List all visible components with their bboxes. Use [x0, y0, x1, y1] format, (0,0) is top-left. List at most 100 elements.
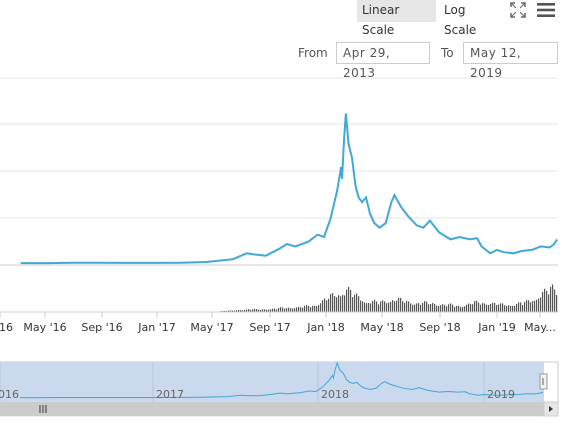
volume-bar	[228, 310, 230, 312]
volume-bar	[330, 294, 332, 312]
navigator-handle-right[interactable]	[539, 373, 548, 390]
volume-bar	[254, 308, 256, 312]
scrollbar-right-arrow-button[interactable]	[543, 401, 559, 417]
volume-bar	[340, 296, 342, 312]
volume-bar	[506, 305, 508, 312]
volume-bar	[364, 302, 366, 312]
volume-bar	[390, 301, 392, 312]
scrollbar[interactable]	[0, 401, 559, 417]
volume-bar	[298, 306, 300, 312]
volume-bar	[524, 302, 526, 312]
volume-bar	[226, 310, 228, 312]
price-line	[20, 113, 558, 265]
volume-bar	[510, 306, 512, 312]
scrollbar-track[interactable]	[0, 401, 559, 417]
volume-bar	[296, 307, 298, 312]
volume-bar	[290, 308, 292, 312]
volume-bar	[550, 286, 552, 312]
volume-bar	[516, 304, 518, 312]
volume-bar	[302, 307, 304, 312]
volume-bar	[404, 302, 406, 312]
volume-bar	[398, 298, 400, 312]
volume-bar	[396, 300, 398, 312]
log-scale-button[interactable]: Log Scale	[444, 3, 477, 37]
volume-bar	[512, 305, 514, 312]
volume-bar	[462, 307, 464, 312]
volume-bar	[252, 309, 254, 312]
volume-bar	[278, 308, 280, 312]
volume-bar	[352, 297, 354, 312]
volume-bar	[234, 310, 236, 312]
volume-bar	[362, 301, 364, 312]
volume-bar	[308, 305, 310, 312]
navigator-tick-label: 2018	[321, 388, 349, 401]
volume-bar	[222, 311, 224, 312]
volume-bar	[504, 305, 506, 312]
volume-bar	[446, 306, 448, 312]
volume-bar	[322, 300, 324, 312]
volume-bar	[518, 302, 520, 312]
volume-bar	[392, 300, 394, 312]
volume-bar	[458, 305, 460, 312]
volume-bar	[394, 301, 396, 312]
x-tick-label: Jan '18	[306, 321, 344, 334]
volume-bar	[294, 308, 296, 312]
volume-bar	[268, 309, 270, 312]
volume-bar	[536, 299, 538, 312]
x-tick-label: '16	[0, 321, 13, 334]
navigator-selected-range[interactable]	[0, 362, 544, 402]
volume-bar	[464, 306, 466, 312]
volume-bar	[306, 305, 308, 312]
volume-bar	[356, 293, 358, 312]
volume-bar	[508, 305, 510, 312]
to-date-input[interactable]: May 12, 2019	[463, 42, 558, 80]
volume-bar	[460, 306, 462, 312]
volume-bars	[220, 284, 558, 312]
volume-bar	[334, 296, 336, 312]
volume-bar	[454, 306, 456, 312]
volume-bar	[368, 303, 370, 312]
x-tick-label: Sep '16	[81, 321, 122, 334]
volume-bar	[494, 302, 496, 312]
volume-bar	[420, 304, 422, 312]
navigator[interactable]: 016 2017 2018 2019	[0, 361, 559, 403]
volume-bar	[272, 308, 274, 312]
x-tick-label: May '18	[360, 321, 403, 334]
volume-bar	[542, 292, 544, 312]
scrollbar-grip	[39, 405, 47, 413]
volume-bar	[380, 301, 382, 312]
volume-bar	[370, 303, 372, 312]
fullscreen-icon[interactable]	[510, 2, 526, 18]
volume-bar	[492, 302, 494, 312]
volume-bar	[250, 309, 252, 312]
from-date-input[interactable]: Apr 29, 2013	[336, 42, 430, 80]
volume-bar	[422, 302, 424, 312]
from-label: From	[298, 46, 328, 60]
volume-bar	[282, 307, 284, 312]
volume-bar	[476, 300, 478, 312]
scrollbar-thumb[interactable]	[0, 402, 544, 416]
menu-icon[interactable]	[536, 1, 556, 19]
volume-bar	[388, 302, 390, 312]
volume-bar	[428, 304, 430, 312]
volume-bar	[456, 305, 458, 312]
volume-bar	[412, 304, 414, 312]
volume-bar	[346, 289, 348, 312]
volume-bar	[342, 294, 344, 312]
volume-bar	[468, 303, 470, 312]
volume-bar	[344, 295, 346, 312]
volume-bar	[258, 309, 260, 312]
x-tick-label: May '17	[190, 321, 233, 334]
volume-bar	[482, 303, 484, 312]
volume-bar	[328, 298, 330, 312]
x-tick-label: Sep '17	[249, 321, 290, 334]
volume-bar	[480, 304, 482, 312]
volume-bar	[326, 300, 328, 312]
volume-bar	[264, 309, 266, 312]
volume-bar	[350, 289, 352, 312]
volume-bar	[450, 303, 452, 312]
volume-bar	[332, 293, 334, 312]
volume-bar	[548, 294, 550, 312]
volume-bar	[244, 310, 246, 312]
linear-scale-button[interactable]: Linear Scale	[357, 0, 436, 37]
